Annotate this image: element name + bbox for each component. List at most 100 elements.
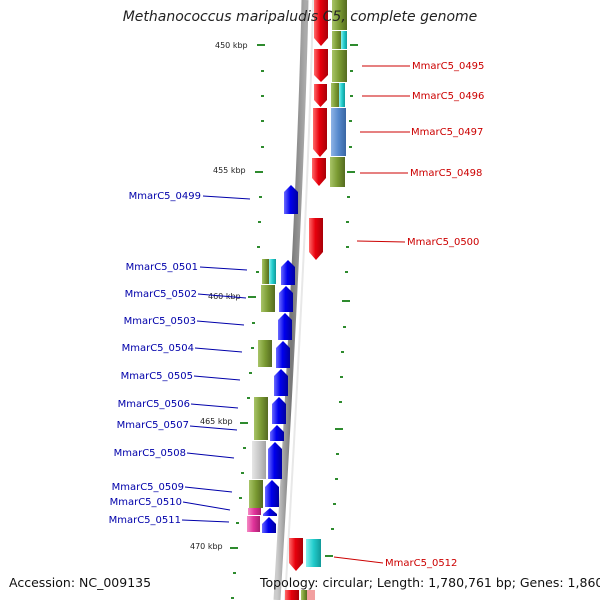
- gene-reverse[interactable]: [278, 313, 292, 340]
- gene-reverse[interactable]: [262, 517, 276, 533]
- leader-line: [333, 556, 384, 564]
- scale-tick: [343, 326, 346, 328]
- feature-olive: [332, 0, 347, 30]
- scale-tick: [257, 246, 260, 248]
- scale-tick: [341, 351, 344, 353]
- leader-line: [189, 425, 238, 431]
- reverse-leaders: [181, 195, 251, 523]
- gene-reverse[interactable]: [284, 185, 298, 214]
- scale-tick: [336, 453, 339, 455]
- leader-line: [356, 240, 406, 243]
- scale-tick: [256, 271, 259, 273]
- gene-reverse[interactable]: [281, 260, 295, 285]
- map-title: Methanococcus maripaludis C5, complete g…: [122, 9, 478, 25]
- feature-olive: [330, 157, 345, 187]
- gene-reverse[interactable]: [270, 425, 284, 441]
- scale-tick: [346, 246, 349, 248]
- gene-reverse[interactable]: [265, 480, 279, 507]
- scale-tick-major: [347, 171, 355, 173]
- scale-tick: [249, 372, 252, 374]
- gene-reverse[interactable]: [279, 286, 293, 312]
- scale-tick-major: [325, 555, 333, 557]
- scale-tick: [251, 347, 254, 349]
- feature-cyan: [341, 31, 347, 49]
- feature-olive: [332, 31, 342, 49]
- gene-label-forward[interactable]: MmarC5_0496: [412, 91, 484, 102]
- gene-forward[interactable]: [313, 108, 327, 157]
- feature-cyan: [306, 539, 321, 567]
- feature-cyan: [269, 259, 276, 284]
- gene-label-reverse[interactable]: MmarC5_0501: [126, 262, 198, 273]
- scale-tick: [233, 572, 236, 574]
- gene-label-reverse[interactable]: MmarC5_0507: [117, 420, 189, 431]
- gene-label-reverse[interactable]: MmarC5_0504: [122, 343, 194, 354]
- gene-label-forward[interactable]: MmarC5_0497: [411, 127, 483, 138]
- gene-label-forward[interactable]: MmarC5_0500: [407, 237, 479, 248]
- feature-olive: [258, 340, 272, 367]
- feature-olive: [249, 480, 263, 508]
- gene-reverse[interactable]: [263, 508, 277, 516]
- feature-olive: [331, 83, 340, 107]
- gene-label-reverse[interactable]: MmarC5_0510: [110, 497, 182, 508]
- accession-text: Accession: NC_009135: [9, 575, 152, 590]
- scale-tick-major: [335, 428, 343, 430]
- leader-line: [199, 266, 248, 271]
- leader-line: [196, 320, 245, 326]
- gene-reverse[interactable]: [272, 397, 286, 424]
- scale-tick: [349, 120, 352, 122]
- tick-label: 450 kbp: [215, 41, 248, 50]
- genome-axis-highlight: [284, 0, 314, 600]
- scale-tick: [335, 478, 338, 480]
- feature-olive: [262, 259, 269, 284]
- scale-tick-major: [248, 296, 256, 298]
- topology-text: Topology: circular; Length: 1,780,761 bp…: [260, 575, 600, 590]
- gene-label-reverse[interactable]: MmarC5_0499: [129, 191, 201, 202]
- tick-label: 455 kbp: [213, 166, 246, 175]
- scale-tick: [261, 95, 264, 97]
- feature-cyan: [339, 83, 345, 107]
- gene-label-reverse[interactable]: MmarC5_0503: [124, 316, 196, 327]
- scale-tick: [347, 196, 350, 198]
- gene-label-reverse[interactable]: MmarC5_0502: [125, 289, 197, 300]
- gene-label-forward[interactable]: MmarC5_0512: [385, 558, 457, 569]
- gene-label-reverse[interactable]: MmarC5_0511: [109, 515, 181, 526]
- leader-line: [193, 375, 241, 381]
- leader-line: [181, 519, 230, 523]
- feature-magenta: [247, 516, 260, 532]
- gene-label-reverse[interactable]: MmarC5_0509: [112, 482, 184, 493]
- feature-grey: [252, 441, 266, 479]
- scale-tick: [345, 271, 348, 273]
- tick-label: 465 kbp: [200, 417, 233, 426]
- gene-reverse[interactable]: [268, 442, 282, 479]
- gene-label-forward[interactable]: MmarC5_0495: [412, 61, 484, 72]
- feature-olive: [254, 397, 268, 440]
- scale-tick: [236, 522, 239, 524]
- scale-tick: [261, 146, 264, 148]
- leader-line: [186, 452, 235, 459]
- gene-reverse[interactable]: [274, 369, 288, 396]
- feature-olive: [301, 590, 307, 600]
- gene-label-reverse[interactable]: MmarC5_0506: [118, 399, 190, 410]
- leader-line: [197, 293, 247, 299]
- gene-forward[interactable]: [285, 590, 299, 600]
- gene-label-forward[interactable]: MmarC5_0498: [410, 168, 482, 179]
- gene-forward[interactable]: [309, 218, 323, 260]
- scale-tick: [252, 322, 255, 324]
- scale-tick: [243, 447, 246, 449]
- gene-forward[interactable]: [314, 84, 327, 107]
- gene-reverse[interactable]: [276, 341, 290, 368]
- gene-forward[interactable]: [312, 158, 326, 186]
- gene-forward[interactable]: [314, 0, 328, 46]
- gene-label-reverse[interactable]: MmarC5_0508: [114, 448, 186, 459]
- leader-line: [182, 501, 231, 511]
- scale-tick: [261, 120, 264, 122]
- scale-tick: [261, 70, 264, 72]
- gene-label-reverse[interactable]: MmarC5_0505: [121, 371, 193, 382]
- gene-forward[interactable]: [289, 538, 303, 571]
- scale-tick: [258, 221, 261, 223]
- gene-forward[interactable]: [314, 49, 328, 82]
- scale-tick-major: [350, 44, 358, 46]
- scale-tick-major: [255, 171, 263, 173]
- scale-ticks: [230, 44, 265, 599]
